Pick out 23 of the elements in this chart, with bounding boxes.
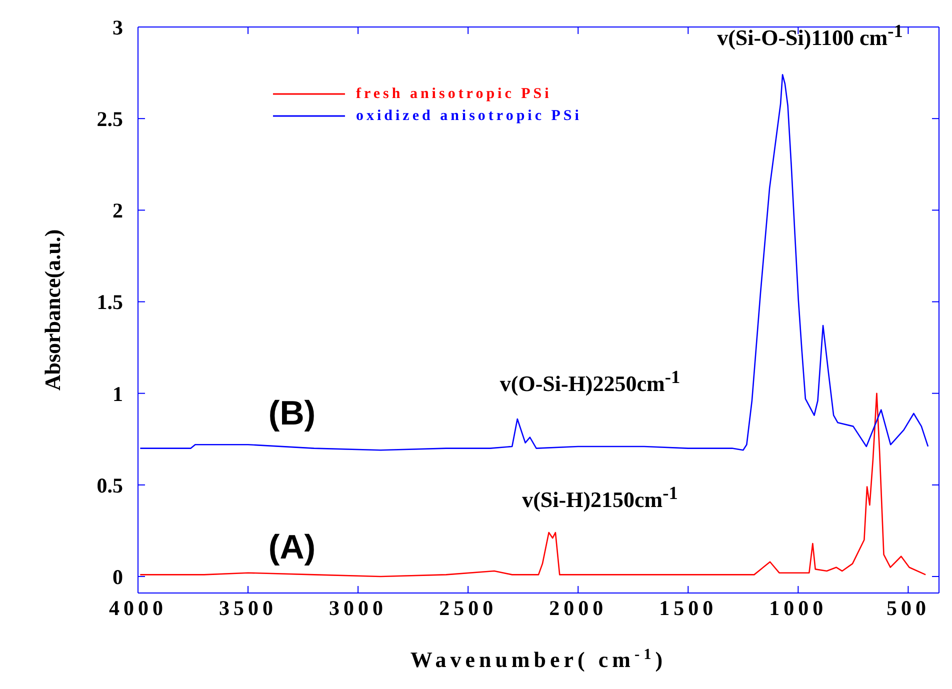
y-tick-label: 1 xyxy=(112,382,123,406)
y-tick-label: 0 xyxy=(112,564,123,589)
y-axis-title: Absorbance(a.u.) xyxy=(40,229,65,391)
x-tick-label: 2000 xyxy=(549,596,608,620)
x-tick-label: 3000 xyxy=(329,596,388,620)
x-tick-label: 500 xyxy=(886,596,930,620)
legend-label: oxidized anisotropic PSi xyxy=(356,107,582,126)
legend-label: fresh anisotropic PSi xyxy=(356,85,552,104)
y-tick-label: 1.5 xyxy=(96,290,123,314)
annotation: (B) xyxy=(268,394,316,434)
x-tick-label: 2500 xyxy=(439,596,498,620)
annotation: v(Si-H)2150cm$^{-1}$ xyxy=(522,482,678,514)
x-tick-label: 4000 xyxy=(109,596,167,620)
x-tick-label: 1500 xyxy=(659,596,718,620)
x-axis-title: Wavenumber( cm$^{-1}$) xyxy=(410,646,667,672)
x-tick-label: 1000 xyxy=(769,596,828,620)
annotation: (A) xyxy=(268,528,316,568)
y-tick-label: 2 xyxy=(112,198,123,223)
y-tick-label: 3 xyxy=(112,15,123,40)
y-tick-label: 0.5 xyxy=(96,473,123,498)
y-tick-label: 2.5 xyxy=(96,107,123,132)
annotation: v(O-Si-H)2250cm$^{-1}$ xyxy=(500,366,680,398)
x-tick-label: 3500 xyxy=(219,596,278,620)
